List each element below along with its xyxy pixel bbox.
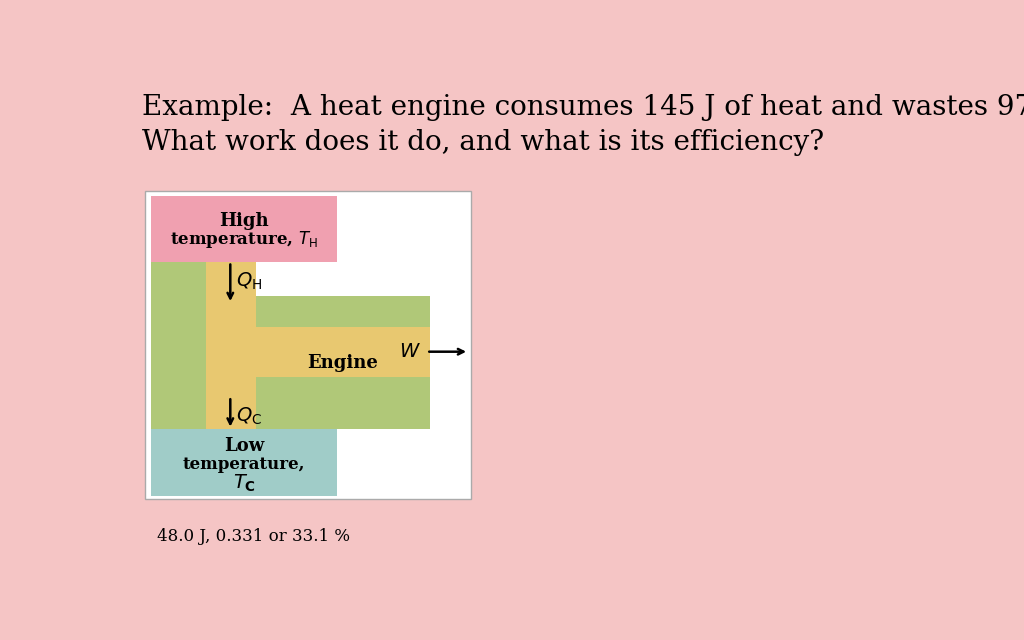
- Bar: [206, 196, 256, 497]
- Text: What work does it do, and what is its efficiency?: What work does it do, and what is its ef…: [142, 129, 824, 156]
- Text: $T_\mathbf{C}$: $T_\mathbf{C}$: [232, 472, 256, 493]
- Text: 48.0 J, 0.331 or 33.1 %: 48.0 J, 0.331 or 33.1 %: [158, 528, 350, 545]
- Bar: [256, 327, 430, 377]
- Text: $Q_\mathrm{H}$: $Q_\mathrm{H}$: [237, 271, 263, 292]
- Text: Example:  A heat engine consumes 145 J of heat and wastes 97.0 J.: Example: A heat engine consumes 145 J of…: [142, 93, 1024, 121]
- Bar: [152, 262, 206, 429]
- Bar: [256, 296, 430, 429]
- Text: Engine: Engine: [307, 354, 379, 372]
- Bar: [152, 196, 337, 262]
- Text: Low: Low: [224, 437, 264, 455]
- Text: temperature, $T_\mathrm{H}$: temperature, $T_\mathrm{H}$: [170, 229, 318, 250]
- Text: $Q_\mathrm{C}$: $Q_\mathrm{C}$: [237, 406, 262, 427]
- Text: High: High: [219, 212, 269, 230]
- Bar: [145, 191, 471, 499]
- Bar: [152, 429, 337, 497]
- Text: $W$: $W$: [399, 342, 421, 361]
- Text: temperature,: temperature,: [183, 456, 305, 473]
